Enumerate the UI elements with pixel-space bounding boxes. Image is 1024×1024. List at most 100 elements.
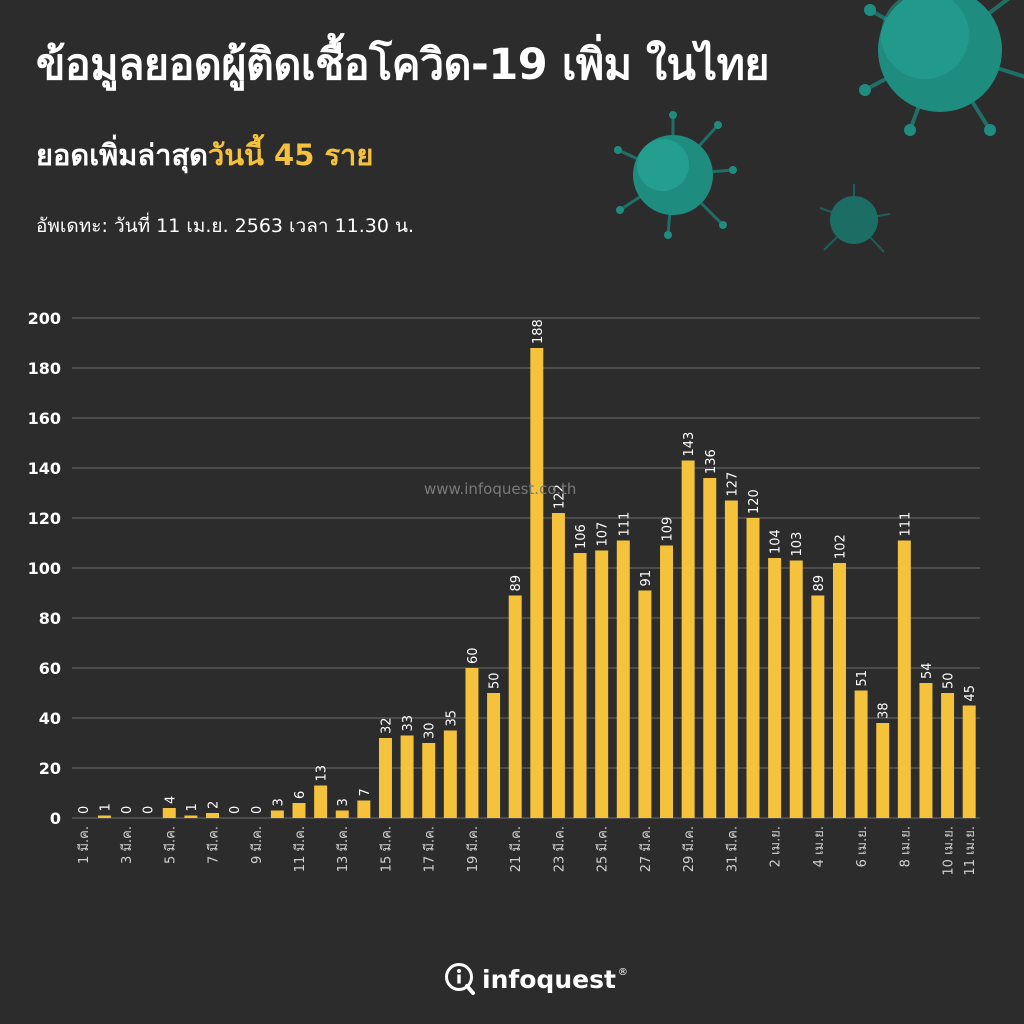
bar (595, 550, 609, 818)
bar (292, 803, 306, 818)
update-timestamp: อัพเดทะ: วันที่ 11 เม.ย. 2563 เวลา 11.30… (36, 215, 415, 237)
y-tick-label: 20 (39, 759, 61, 778)
x-tick-label: 5 มี.ค. (162, 826, 178, 864)
data-label: 122 (552, 484, 567, 509)
bar (919, 683, 933, 818)
y-tick-label: 60 (39, 659, 61, 678)
bar (184, 815, 198, 818)
x-tick-label: 1 มี.ค. (76, 826, 92, 864)
data-label: 6 (293, 791, 308, 799)
bar (638, 590, 652, 818)
bar (876, 723, 890, 818)
bar (97, 815, 111, 818)
data-label: 3 (336, 798, 351, 806)
data-label: 1 (98, 803, 113, 811)
x-tick-label: 19 มี.ค. (465, 826, 481, 872)
y-tick-label: 200 (28, 309, 61, 328)
subtitle-highlight: วันนี้ 45 ราย (207, 138, 374, 172)
data-label: 0 (120, 806, 135, 814)
data-label: 7 (358, 788, 373, 796)
data-label: 38 (877, 702, 892, 719)
data-label: 50 (488, 672, 503, 689)
virus-illustration-small (819, 184, 891, 253)
x-tick-label: 21 มี.ค. (508, 826, 524, 872)
data-label: 1 (185, 803, 200, 811)
y-tick-label: 100 (28, 559, 61, 578)
data-label: 0 (228, 806, 243, 814)
y-tick-label: 160 (28, 409, 61, 428)
bar (789, 560, 803, 818)
y-tick-label: 180 (28, 359, 61, 378)
x-tick-label: 23 มี.ค. (551, 826, 567, 872)
x-tick-label: 11 เม.ย. (963, 826, 978, 876)
bar (422, 743, 436, 818)
data-label: 109 (661, 517, 676, 542)
data-label: 0 (77, 806, 92, 814)
bar (897, 540, 911, 818)
bar (941, 693, 955, 818)
bar (162, 808, 176, 818)
bar (746, 518, 760, 818)
page-title: ข้อมูลยอดผู้ติดเชื้อโควิด-19 เพิ่ม ในไทย (36, 40, 770, 90)
data-label: 51 (855, 670, 870, 687)
bar (487, 693, 501, 818)
bar (854, 690, 868, 818)
data-label: 120 (747, 489, 762, 514)
subtitle-prefix: ยอดเพิ่มล่าสุด (36, 138, 208, 172)
x-tick-label: 7 มี.ค. (206, 826, 222, 864)
bar (616, 540, 630, 818)
subtitle: ยอดเพิ่มล่าสุดวันนี้ 45 ราย (36, 132, 373, 178)
y-tick-label: 120 (28, 509, 61, 528)
bar (962, 705, 976, 818)
bar (270, 810, 284, 818)
y-tick-label: 40 (39, 709, 61, 728)
x-tick-label: 8 เม.ย. (898, 826, 913, 867)
data-label: 0 (250, 806, 265, 814)
bar (681, 460, 695, 818)
data-label: 33 (401, 715, 416, 732)
y-tick-label: 140 (28, 459, 61, 478)
bar (206, 813, 220, 818)
bar (508, 595, 522, 818)
x-tick-label: 31 มี.ค. (724, 826, 740, 872)
y-tick-label: 0 (50, 809, 61, 828)
brand-registered-mark: ® (617, 966, 628, 978)
data-label: 188 (531, 319, 546, 344)
data-label: 111 (898, 512, 913, 537)
x-tick-label: 17 มี.ค. (422, 826, 438, 872)
bar (724, 500, 738, 818)
x-tick-label: 29 มี.ค. (681, 826, 697, 872)
x-tick-label: 10 เม.ย. (942, 826, 957, 876)
x-tick-label: 27 มี.ค. (638, 826, 654, 872)
data-label: 35 (444, 710, 459, 727)
data-label: 4 (163, 796, 178, 804)
data-label: 30 (423, 722, 438, 739)
virus-illustration-large (859, 0, 1024, 136)
bar (400, 735, 414, 818)
data-label: 136 (704, 449, 719, 474)
bar (335, 810, 349, 818)
data-label: 50 (942, 672, 957, 689)
bar (573, 553, 587, 818)
bar (811, 595, 825, 818)
bar (551, 513, 565, 818)
watermark: www.infoquest.co.th (424, 480, 577, 498)
brand-logo: infoquest ® (444, 962, 628, 996)
bar (768, 558, 782, 818)
data-label: 91 (639, 570, 654, 587)
data-label: 2 (207, 801, 222, 809)
data-label: 45 (963, 685, 978, 702)
bar (703, 478, 717, 818)
x-tick-label: 25 มี.ค. (595, 826, 611, 872)
x-tick-label: 15 มี.ค. (378, 826, 394, 872)
data-label: 104 (769, 529, 784, 554)
data-label: 0 (142, 806, 157, 814)
bar (378, 738, 392, 818)
data-label: 111 (617, 512, 632, 537)
bar (530, 348, 544, 818)
x-tick-label: 4 เม.ย. (812, 826, 827, 867)
data-label: 13 (315, 765, 330, 782)
bar (443, 730, 457, 818)
y-tick-label: 80 (39, 609, 61, 628)
data-label: 127 (725, 472, 740, 497)
